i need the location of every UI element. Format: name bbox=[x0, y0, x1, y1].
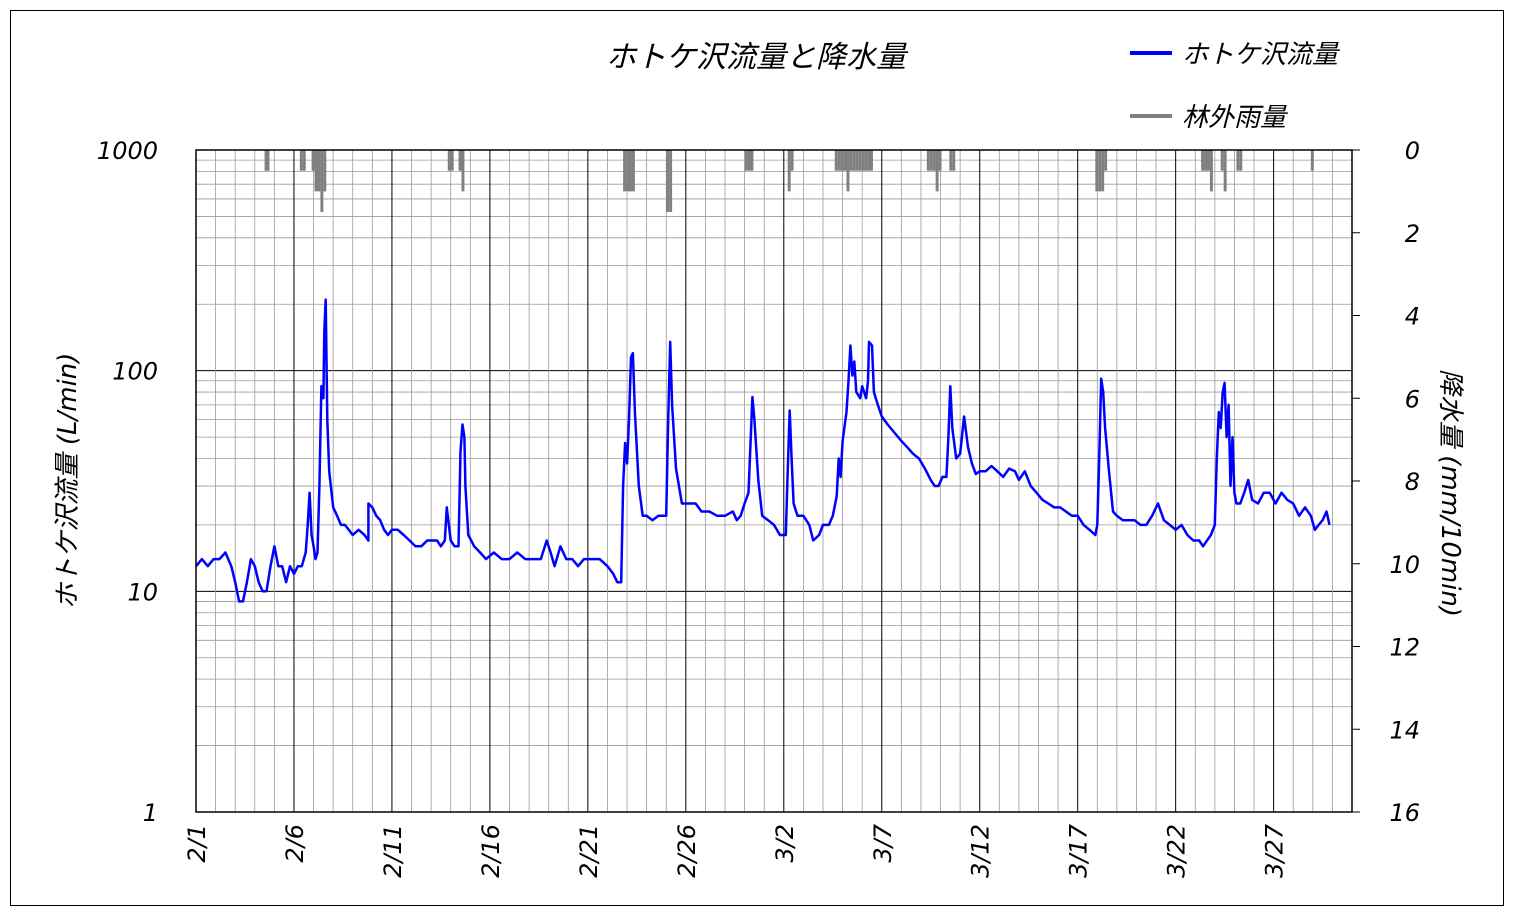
rain-bar bbox=[1104, 150, 1108, 171]
rain-bar bbox=[932, 150, 936, 171]
plot-area bbox=[195, 149, 1353, 813]
y2-tick-label: 2 bbox=[1405, 220, 1420, 248]
rain-bar bbox=[447, 150, 451, 171]
rain-bar bbox=[323, 150, 327, 192]
y2-tick-label: 16 bbox=[1389, 799, 1420, 827]
rain-bar bbox=[952, 150, 956, 171]
rain-bar bbox=[846, 150, 850, 192]
rain-bar bbox=[450, 150, 454, 171]
chart-title: ホトケ沢流量と降水量 bbox=[606, 40, 909, 75]
rain-bar bbox=[461, 150, 465, 192]
rain-bar bbox=[787, 150, 791, 192]
rain-bar bbox=[834, 150, 838, 171]
rain-bar bbox=[1223, 150, 1227, 192]
rain-bar bbox=[666, 150, 670, 213]
rain-bar bbox=[1209, 150, 1213, 192]
x-tick-label: 3/2 bbox=[771, 824, 799, 863]
y-tick-label: 10 bbox=[127, 578, 158, 606]
y2-tick-label: 0 bbox=[1405, 137, 1420, 165]
x-tick-label: 2/1 bbox=[183, 824, 211, 863]
x-tick-label: 3/7 bbox=[869, 823, 897, 862]
flow-series bbox=[195, 298, 1331, 603]
rain-bar bbox=[311, 150, 315, 171]
rain-bar bbox=[926, 150, 930, 171]
rain-bar bbox=[320, 150, 324, 213]
rain-bar bbox=[317, 150, 321, 192]
rain-bar bbox=[266, 150, 270, 171]
rain-bar bbox=[929, 150, 933, 171]
rain-bar bbox=[747, 150, 751, 171]
y-tick-label: 1 bbox=[143, 799, 158, 827]
rain-bar bbox=[1095, 150, 1099, 192]
rain-bar bbox=[849, 150, 853, 171]
rain-bar bbox=[1220, 150, 1224, 171]
y2-axis-label: 降水量 (mm/10min) bbox=[1435, 369, 1465, 617]
rain-bar bbox=[1310, 150, 1314, 171]
rain-bar bbox=[1101, 150, 1105, 192]
rain-bar bbox=[855, 150, 859, 171]
y2-tick-label: 6 bbox=[1405, 385, 1420, 413]
chart-frame bbox=[10, 10, 1504, 906]
rain-bar bbox=[840, 150, 844, 171]
rain-bar bbox=[669, 150, 673, 213]
x-tick-label: 2/21 bbox=[575, 824, 603, 878]
y2-tick-label: 14 bbox=[1389, 716, 1420, 744]
rain-bars bbox=[264, 150, 1314, 213]
rain-bar bbox=[949, 150, 953, 171]
rain-bar bbox=[314, 150, 318, 192]
rain-bar bbox=[631, 150, 635, 192]
y2-tick-label: 8 bbox=[1405, 468, 1420, 496]
rain-bar bbox=[858, 150, 862, 171]
x-tick-label: 2/26 bbox=[673, 824, 701, 878]
rain-bar bbox=[1098, 150, 1102, 192]
x-tick-label: 2/11 bbox=[379, 824, 407, 878]
rain-bar bbox=[626, 150, 630, 192]
y-tick-label: 1000 bbox=[97, 137, 158, 165]
legend-flow-label: ホトケ沢流量 bbox=[1182, 40, 1341, 70]
rain-bar bbox=[302, 150, 306, 171]
x-tick-label: 2/6 bbox=[281, 824, 309, 863]
y2-tick-label: 12 bbox=[1389, 634, 1420, 662]
rain-bar bbox=[864, 150, 868, 171]
rain-bar bbox=[837, 150, 841, 171]
rain-bar bbox=[299, 150, 303, 171]
x-tick-label: 3/22 bbox=[1163, 824, 1191, 878]
y-axis-label: ホトケ沢流量 (L/min) bbox=[53, 353, 83, 610]
x-tick-label: 3/27 bbox=[1261, 823, 1289, 878]
rain-bar bbox=[1239, 150, 1243, 171]
rain-bar bbox=[790, 150, 794, 171]
rain-bar bbox=[938, 150, 942, 171]
flow-line bbox=[195, 298, 1331, 603]
rain-bar bbox=[1236, 150, 1240, 171]
grid-lines bbox=[195, 150, 1353, 813]
y2-tick-label: 4 bbox=[1405, 303, 1420, 331]
rain-bar bbox=[623, 150, 627, 192]
rain-bar bbox=[744, 150, 748, 171]
legend-rain-label: 林外雨量 bbox=[1182, 103, 1289, 133]
rain-bar bbox=[935, 150, 939, 192]
y2-tick-label: 10 bbox=[1389, 551, 1420, 579]
rain-bar bbox=[1201, 150, 1205, 171]
rain-bar bbox=[750, 150, 754, 171]
rain-bar bbox=[1207, 150, 1210, 171]
rain-bar bbox=[861, 150, 865, 171]
x-tick-label: 2/16 bbox=[477, 824, 505, 878]
rain-bar bbox=[870, 150, 873, 171]
y-tick-label: 100 bbox=[112, 358, 158, 386]
rain-bar bbox=[629, 150, 632, 192]
rain-bar bbox=[867, 150, 871, 171]
x-tick-label: 3/12 bbox=[967, 824, 995, 878]
rain-bar bbox=[458, 150, 462, 171]
rain-bar bbox=[1204, 150, 1208, 171]
x-tick-label: 3/17 bbox=[1065, 823, 1093, 878]
rain-bar bbox=[843, 150, 847, 171]
rain-bar bbox=[852, 150, 856, 171]
rain-bar bbox=[264, 150, 268, 171]
